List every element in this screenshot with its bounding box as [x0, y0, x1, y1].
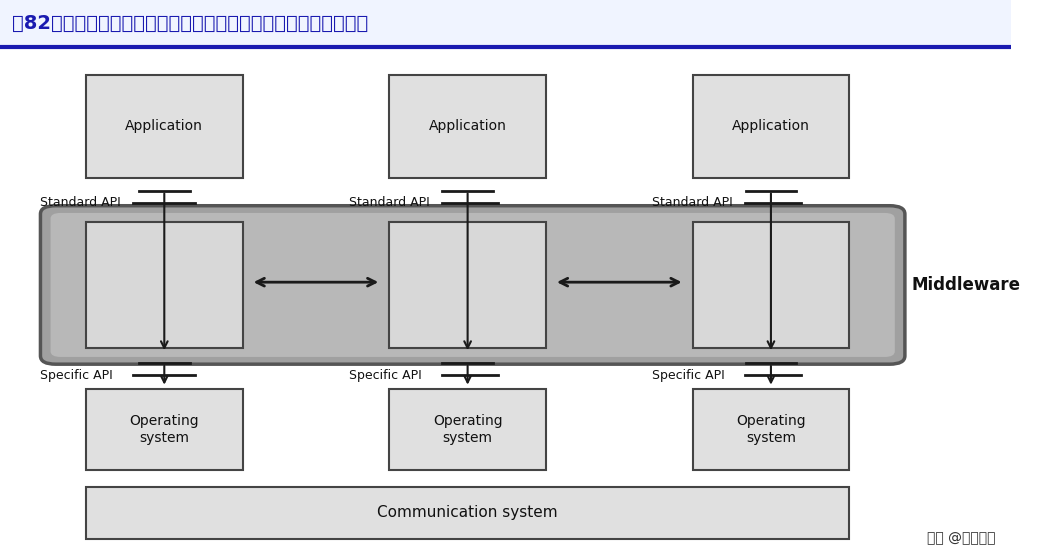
FancyBboxPatch shape: [692, 389, 849, 470]
Text: Standard API: Standard API: [41, 196, 121, 210]
FancyBboxPatch shape: [51, 213, 895, 357]
Text: Communication system: Communication system: [377, 505, 558, 520]
Text: Operating
system: Operating system: [129, 414, 199, 445]
Text: Middleware: Middleware: [912, 276, 1021, 294]
FancyBboxPatch shape: [692, 75, 849, 178]
FancyBboxPatch shape: [86, 75, 243, 178]
Text: Application: Application: [732, 120, 810, 133]
Text: Application: Application: [429, 120, 507, 133]
FancyBboxPatch shape: [86, 222, 243, 348]
Text: Specific API: Specific API: [349, 369, 422, 382]
Text: Operating
system: Operating system: [433, 414, 503, 445]
Text: 头条 @未来智库: 头条 @未来智库: [928, 531, 996, 545]
Text: Specific API: Specific API: [41, 369, 113, 382]
Text: Application: Application: [125, 120, 203, 133]
FancyBboxPatch shape: [86, 486, 849, 539]
FancyBboxPatch shape: [41, 206, 905, 364]
Text: Standard API: Standard API: [652, 196, 733, 210]
FancyBboxPatch shape: [389, 222, 545, 348]
FancyBboxPatch shape: [692, 222, 849, 348]
FancyBboxPatch shape: [0, 0, 1011, 47]
FancyBboxPatch shape: [389, 389, 545, 470]
Text: Standard API: Standard API: [349, 196, 430, 210]
Text: 图82：三大基础软件之一，中间件位于操作系统之上，应用层之下: 图82：三大基础软件之一，中间件位于操作系统之上，应用层之下: [12, 14, 369, 33]
FancyBboxPatch shape: [389, 75, 545, 178]
Text: Operating
system: Operating system: [736, 414, 806, 445]
FancyBboxPatch shape: [86, 389, 243, 470]
Text: Specific API: Specific API: [652, 369, 725, 382]
